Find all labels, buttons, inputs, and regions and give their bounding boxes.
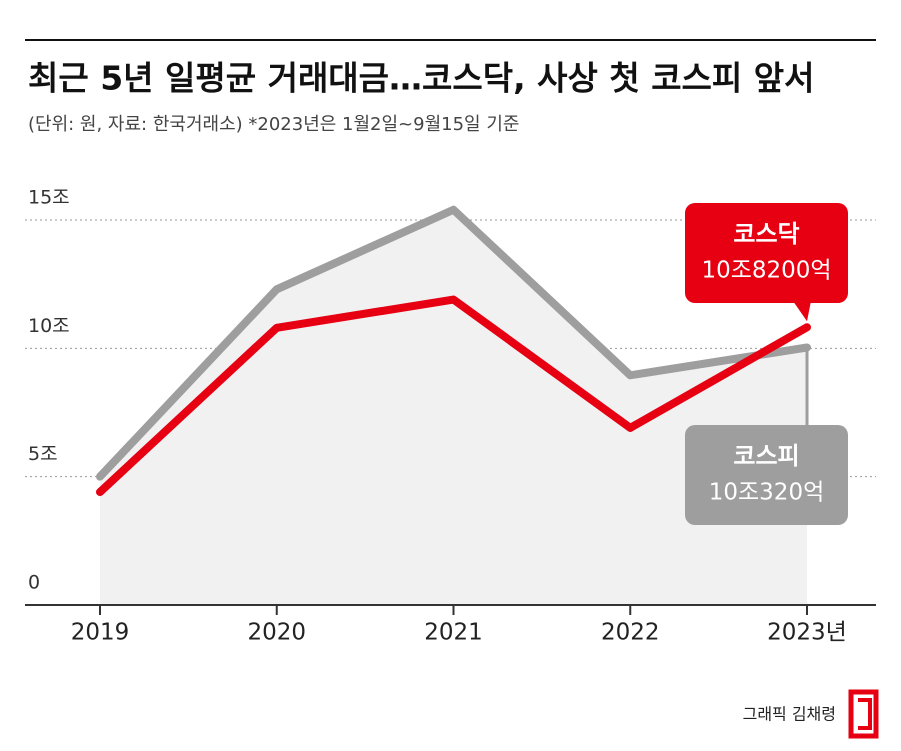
value-label: 10조320억 <box>709 480 825 506</box>
x-tick-label: 2020 <box>247 620 306 646</box>
line <box>96 205 811 481</box>
line <box>96 295 811 497</box>
callout-box <box>685 425 848 525</box>
callout-name: 코스닥 <box>733 220 799 248</box>
x-tick-label: 2019 <box>71 620 130 646</box>
callout-box <box>685 203 848 303</box>
credit: 그래픽 김채령 <box>743 705 836 724</box>
callout-name: 코스피 <box>733 442 799 470</box>
chart-title: 최근 5년 일평균 거래대금…코스닥, 사상 첫 코스피 앞서 <box>28 59 814 98</box>
chart-subtitle: (단위: 원, 자료: 한국거래소) *2023년은 1월2일~9월15일 기준 <box>28 114 519 135</box>
logo-inner <box>858 698 872 730</box>
x-tick-label: 2022 <box>601 620 660 646</box>
x-tick-label: 2021 <box>424 620 483 646</box>
area <box>100 209 807 605</box>
y-tick-label: 0 <box>28 572 40 594</box>
value-label: 10조8200억 <box>701 258 831 284</box>
callout-pointer <box>793 301 811 322</box>
y-tick-label: 15조 <box>28 187 70 209</box>
y-tick-label: 5조 <box>28 443 58 465</box>
x-tick-label: 2023년 <box>767 620 847 646</box>
logo <box>848 689 879 739</box>
y-tick-label: 10조 <box>28 315 70 337</box>
plot: 0 5조 10조 15조 2019 2020 2021 2022 2023년 코스피 10조320억… <box>25 187 876 646</box>
